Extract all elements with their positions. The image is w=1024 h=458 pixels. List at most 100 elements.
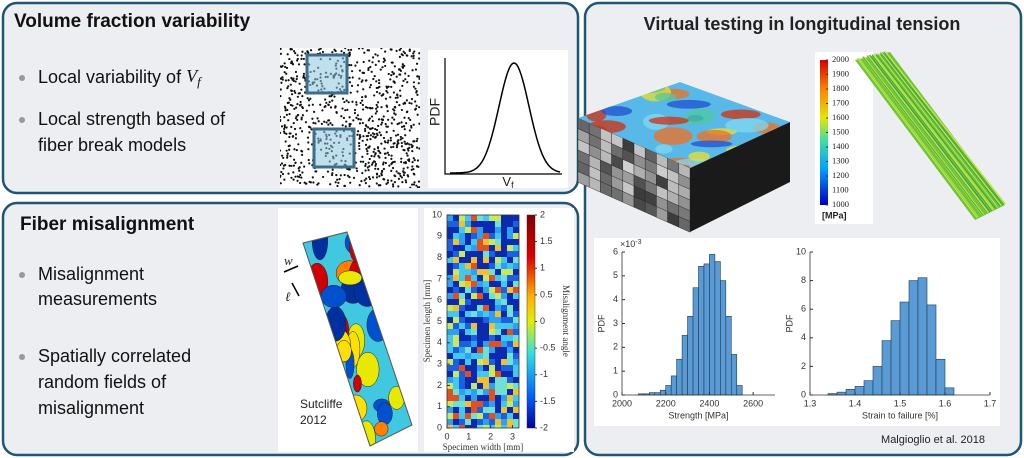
map-cell (513, 359, 519, 366)
map-cell (477, 347, 484, 354)
map-cell (489, 389, 496, 396)
y-tick-label: 5 (437, 316, 442, 326)
fiber (398, 73, 401, 76)
fiber (312, 181, 315, 184)
fiber (307, 99, 311, 102)
fiber (373, 94, 376, 97)
map-cell (471, 251, 478, 258)
map-cell (453, 245, 460, 252)
stripe (884, 51, 1005, 205)
bullet-text: Misalignment (38, 264, 144, 284)
fiber (307, 158, 310, 162)
colorbar-tick-label: 1500 (832, 126, 849, 136)
fiber (358, 134, 362, 137)
fiber (404, 142, 407, 145)
fiber (298, 82, 301, 85)
fiber (384, 122, 387, 126)
fiber (382, 178, 385, 181)
map-cell (453, 329, 460, 336)
fiber (296, 102, 299, 106)
fiber (389, 139, 392, 142)
fiber (290, 125, 293, 129)
fiber (359, 118, 362, 121)
fiber (349, 181, 352, 184)
map-cell (513, 311, 519, 318)
map-cell (459, 311, 466, 318)
fiber (390, 122, 393, 125)
map-cell (447, 377, 454, 384)
bullet-text: misalignment (38, 398, 144, 418)
fiber (280, 174, 282, 177)
map-cell (465, 233, 472, 240)
map-cell (477, 365, 484, 372)
map-cell (501, 263, 508, 270)
fiber (294, 52, 297, 55)
fiber (316, 117, 319, 120)
fiber (391, 61, 394, 64)
fiber (376, 146, 380, 149)
fiber (382, 161, 385, 164)
map-cell (459, 371, 466, 378)
x-tick-label: 2600 (743, 398, 763, 408)
map-cell (495, 383, 502, 390)
map-cell (453, 251, 460, 258)
map-cell (453, 365, 460, 372)
fiber (309, 97, 312, 100)
map-cell (465, 317, 472, 324)
map-cell (495, 347, 502, 354)
fiber (371, 119, 374, 123)
fiber (365, 79, 368, 82)
fiber (401, 66, 405, 69)
map-cell (447, 239, 454, 246)
fiber (341, 97, 345, 100)
fiber (387, 139, 390, 142)
stress-patch (648, 116, 689, 125)
bullet-text: random fields of (38, 372, 167, 392)
map-cell (459, 293, 466, 300)
map-cell (471, 245, 478, 252)
fiber (341, 124, 344, 127)
fiber (288, 164, 291, 167)
fiber (405, 122, 408, 125)
fiber (368, 157, 371, 161)
map-cell (507, 275, 514, 282)
fiber (280, 52, 282, 55)
fiber (358, 147, 361, 151)
bar (714, 261, 721, 396)
fiber (382, 167, 386, 171)
map-cell (453, 287, 460, 294)
fiber (295, 77, 298, 81)
fiber (358, 184, 361, 187)
fiber (384, 156, 387, 159)
y-tick-label: 0 (613, 389, 618, 399)
fiber (343, 184, 346, 188)
fiber (380, 48, 383, 50)
fiber (379, 184, 382, 187)
dimension (283, 265, 299, 273)
colorbar-tick-label: 1200 (832, 170, 849, 180)
fiber (365, 177, 368, 180)
map-cell (447, 275, 454, 282)
fiber (307, 51, 310, 54)
map-cell (447, 359, 454, 366)
fiber (413, 140, 416, 143)
fiber (397, 68, 401, 71)
y-tick-label: 9 (437, 231, 442, 241)
map-cell (513, 317, 519, 324)
fiber (321, 175, 325, 179)
map-cell (495, 353, 502, 360)
fiber (308, 162, 311, 165)
fiber (287, 101, 290, 104)
dimension (291, 282, 300, 297)
map-cell (465, 425, 472, 428)
fiber (319, 48, 322, 50)
fiber (308, 104, 311, 107)
fiber (294, 70, 298, 74)
fiber (407, 149, 410, 152)
fiber (284, 140, 287, 143)
map-cell (465, 365, 472, 372)
fiber (300, 116, 303, 119)
map-cell (483, 311, 490, 318)
map-cell (513, 401, 519, 408)
fiber (358, 142, 361, 145)
